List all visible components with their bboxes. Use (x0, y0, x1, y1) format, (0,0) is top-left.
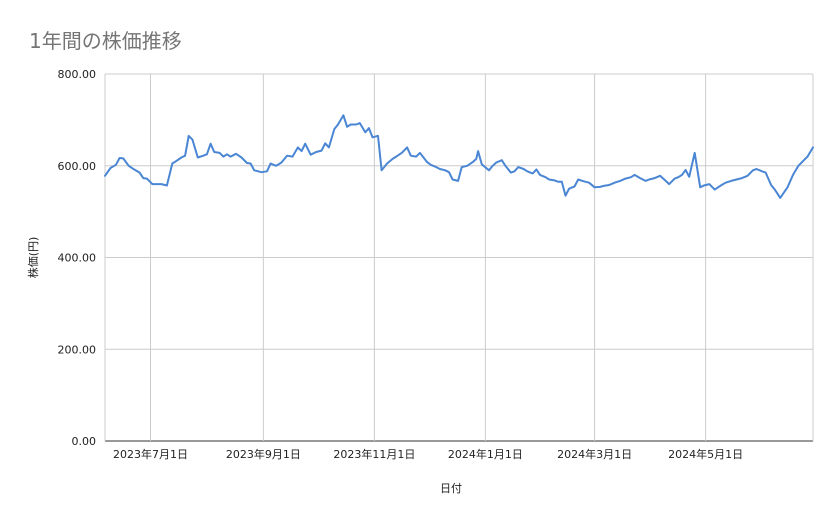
chart-title: 1年間の株価推移 (29, 29, 182, 53)
series-line (104, 114, 814, 199)
x-tick-label: 2023年7月1日 (113, 447, 188, 461)
x-axis-ticks: 2023年7月1日 2023年9月1日 2023年11月1日 2024年1月1日 202… (113, 447, 743, 461)
x-tick-label: 2023年9月1日 (226, 447, 301, 461)
gridlines (104, 73, 814, 442)
x-tick-label: 2023年11月1日 (333, 447, 415, 461)
y-tick-label: 800.00 (58, 68, 97, 81)
y-axis-label: 株価(円) (26, 237, 40, 279)
y-tick-label: 400.00 (58, 252, 97, 265)
series-group (104, 114, 814, 199)
y-axis-ticks: 0.00 200.00 400.00 600.00 800.00 (58, 68, 97, 448)
x-tick-label: 2024年3月1日 (557, 447, 632, 461)
x-tick-label: 2024年1月1日 (448, 447, 523, 461)
y-tick-label: 600.00 (58, 160, 97, 173)
x-tick-label: 2024年5月1日 (668, 447, 743, 461)
y-tick-label: 200.00 (58, 343, 97, 356)
y-tick-label: 0.00 (72, 435, 97, 448)
x-axis-label: 日付 (440, 482, 462, 495)
